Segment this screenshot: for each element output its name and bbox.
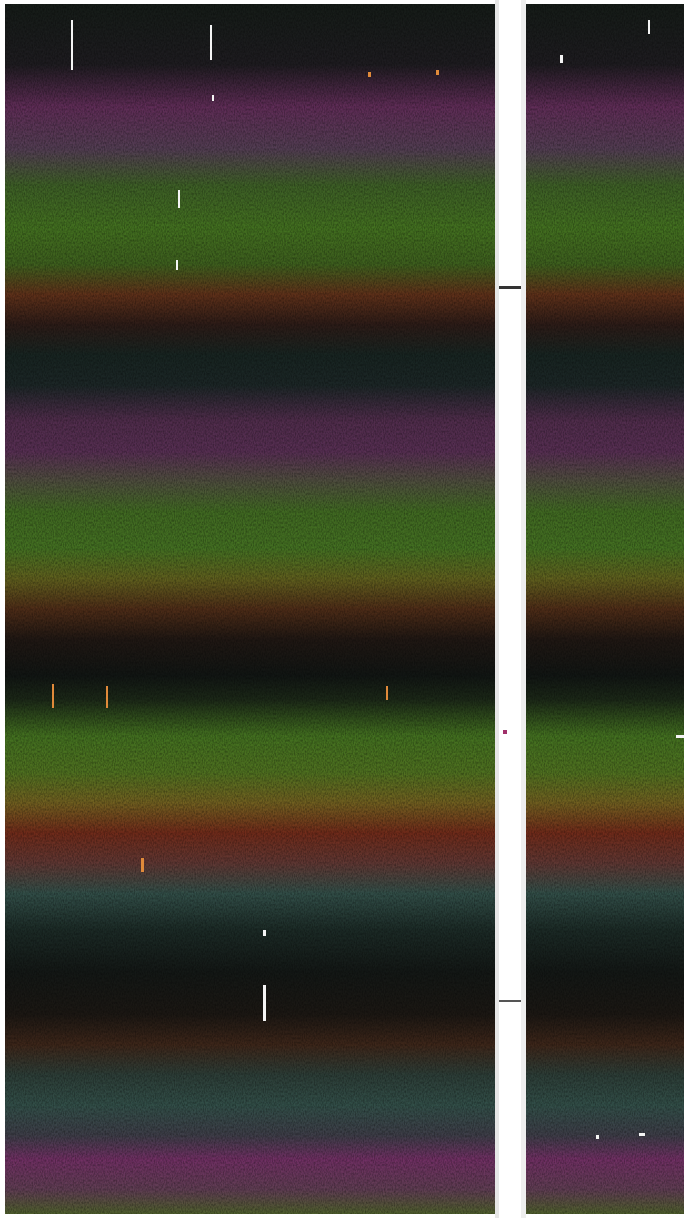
speckles: [71, 20, 684, 1139]
warm-speckles: [52, 70, 439, 872]
left-panel: [5, 4, 495, 1214]
white-vertical-streak: [495, 0, 526, 1218]
right-panel: [526, 4, 684, 1214]
